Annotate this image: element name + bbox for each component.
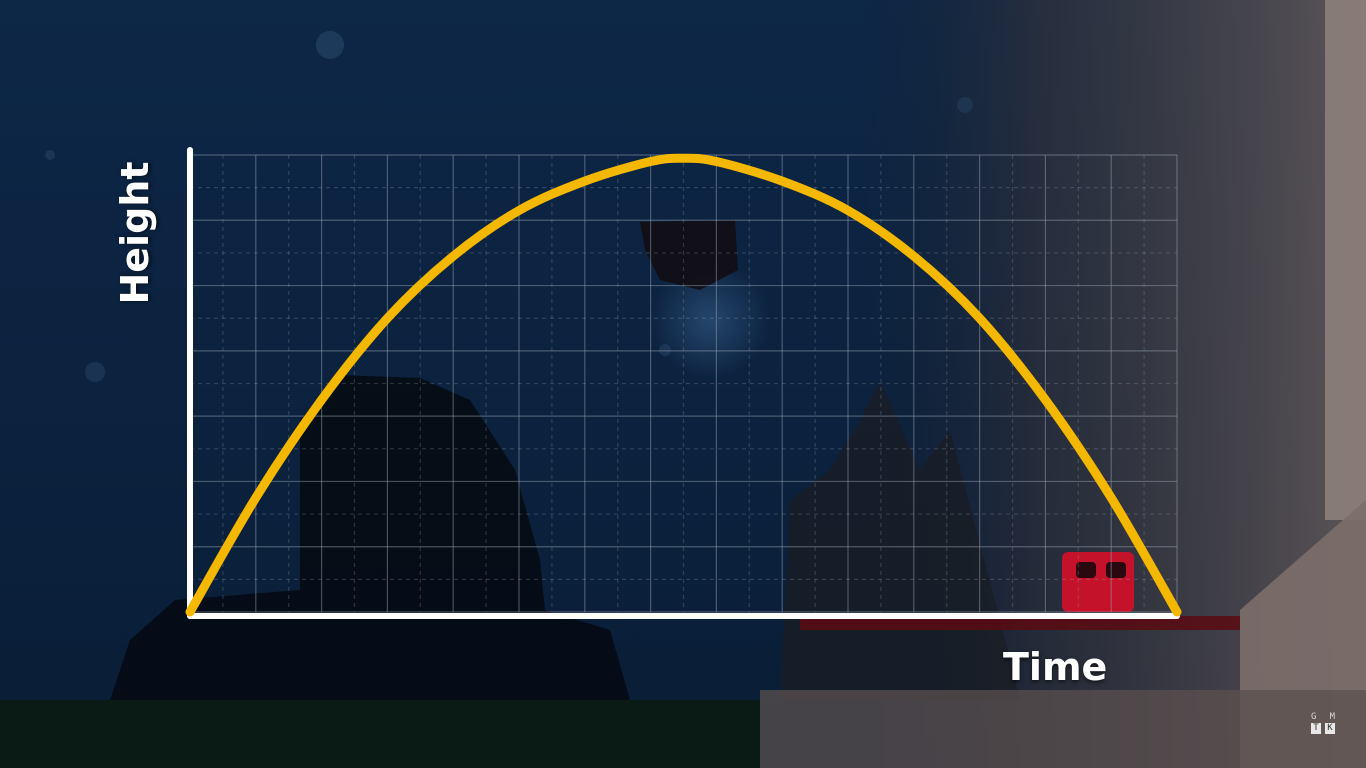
jump-height-curve — [185, 153, 1182, 617]
x-axis-label: Time — [1003, 645, 1108, 689]
logo-letter: M — [1329, 712, 1335, 722]
logo-letter: T — [1311, 723, 1321, 734]
y-axis-label: Height — [113, 161, 157, 305]
logo-letter: G — [1311, 712, 1317, 722]
meat-boy-character — [1062, 552, 1134, 612]
logo-letter: K — [1325, 723, 1335, 734]
